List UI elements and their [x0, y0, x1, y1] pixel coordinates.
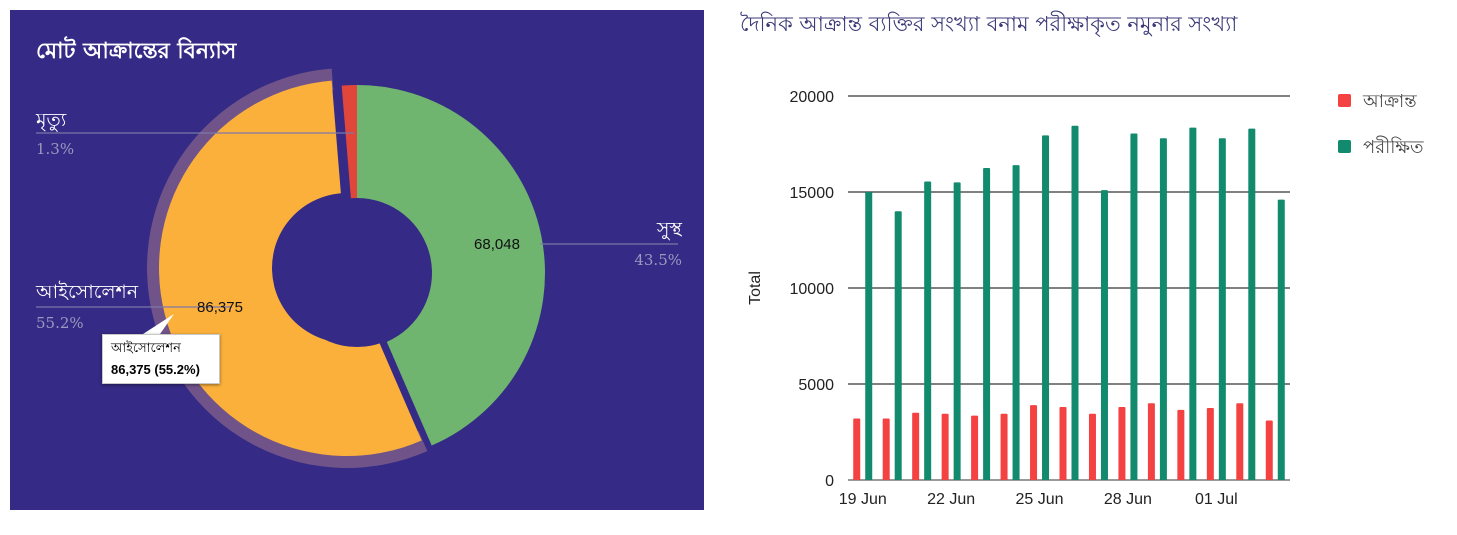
donut-chart: 68,048 86,375: [36, 68, 678, 469]
x-tick-label: 19 Jun: [839, 491, 887, 508]
slice-label-death: মৃত্যু: [36, 109, 67, 131]
legend-label: আক্রান্ত: [1362, 91, 1417, 112]
y-tick-label: 15000: [790, 185, 835, 202]
tooltip-pointer: [143, 314, 174, 334]
bar-infected[interactable]: [853, 418, 861, 480]
slice-value-recovered: 68,048: [474, 236, 520, 253]
bar-tested[interactable]: [894, 211, 902, 480]
bar-infected[interactable]: [882, 418, 890, 480]
bar-infected[interactable]: [971, 415, 979, 480]
donut-slice-1[interactable]: [357, 85, 545, 446]
slice-value-isolation: 86,375: [197, 299, 243, 316]
bar-infected[interactable]: [1059, 407, 1067, 480]
bar-infected[interactable]: [1118, 407, 1126, 480]
donut-chart-title: মোট আক্রান্তের বিন্যাস: [36, 39, 237, 64]
bar-tested[interactable]: [1130, 133, 1138, 480]
bar-chart: 0 5000 10000 15000 20000 Total 19 Jun 22 Jun 25 …: [747, 89, 1424, 508]
slice-percent-recovered: 43.5%: [634, 251, 682, 269]
bar-infected[interactable]: [1177, 409, 1185, 480]
y-axis-label: Total: [747, 271, 764, 305]
bar-infected[interactable]: [1088, 413, 1096, 480]
y-tick-label: 5000: [798, 377, 834, 394]
bar-tested[interactable]: [1248, 128, 1256, 480]
bar-tested[interactable]: [924, 181, 932, 480]
legend-label: পরীক্ষিত: [1363, 136, 1424, 158]
bar-infected[interactable]: [1147, 403, 1155, 480]
bar-tested[interactable]: [1218, 138, 1226, 480]
y-tick-label: 0: [825, 473, 834, 490]
bar-tested[interactable]: [1189, 127, 1197, 481]
bar-chart-title: দৈনিক আক্রান্ত ব্যক্তির সংখ্যা বনাম পরীক…: [740, 12, 1238, 36]
slice-percent-death: 1.3%: [36, 140, 75, 158]
bar-tested[interactable]: [1042, 135, 1050, 481]
tooltip-value: 86,375 (55.2%): [111, 362, 200, 377]
bar-tested[interactable]: [1277, 199, 1285, 480]
x-tick-label: 28 Jun: [1104, 491, 1152, 508]
bar-tested[interactable]: [865, 192, 873, 480]
bar-tested[interactable]: [1071, 125, 1079, 480]
slice-label-recovered: সুস্থ: [656, 218, 682, 240]
bar-tested[interactable]: [1100, 190, 1108, 480]
y-tick-label: 20000: [790, 89, 835, 106]
x-tick-label: 25 Jun: [1016, 491, 1064, 508]
bar-infected[interactable]: [941, 413, 949, 480]
slice-percent-isolation: 55.2%: [36, 314, 84, 332]
bar-tested[interactable]: [1012, 165, 1020, 480]
legend-swatch: [1338, 140, 1351, 153]
bar-tested[interactable]: [983, 168, 991, 480]
bar-infected[interactable]: [1000, 413, 1008, 480]
tooltip-name: আইসোলেশন: [111, 341, 181, 356]
x-tick-label: 22 Jun: [927, 491, 975, 508]
bar-tested[interactable]: [1159, 138, 1167, 480]
bar-tested[interactable]: [953, 182, 961, 480]
donut-tooltip: আইসোলেশন 86,375 (55.2%): [102, 334, 220, 384]
bar-infected[interactable]: [1236, 403, 1244, 480]
y-tick-label: 10000: [790, 281, 835, 298]
legend-swatch: [1338, 94, 1351, 107]
bar-infected[interactable]: [1206, 408, 1214, 480]
bar-infected[interactable]: [1265, 420, 1273, 480]
bar-infected[interactable]: [1030, 405, 1038, 480]
x-tick-label: 01 Jul: [1195, 491, 1238, 508]
bar-infected[interactable]: [912, 412, 920, 480]
slice-label-isolation: আইসোলেশন: [36, 281, 139, 303]
donut-slice-0[interactable]: [341, 85, 357, 199]
donut-slice-2[interactable]: [159, 80, 422, 457]
donut-chart-panel: 68,048 86,375 মোট আক্রান্তের বিন্যাস মৃত্…: [10, 10, 704, 510]
donut-hole: [283, 199, 431, 347]
